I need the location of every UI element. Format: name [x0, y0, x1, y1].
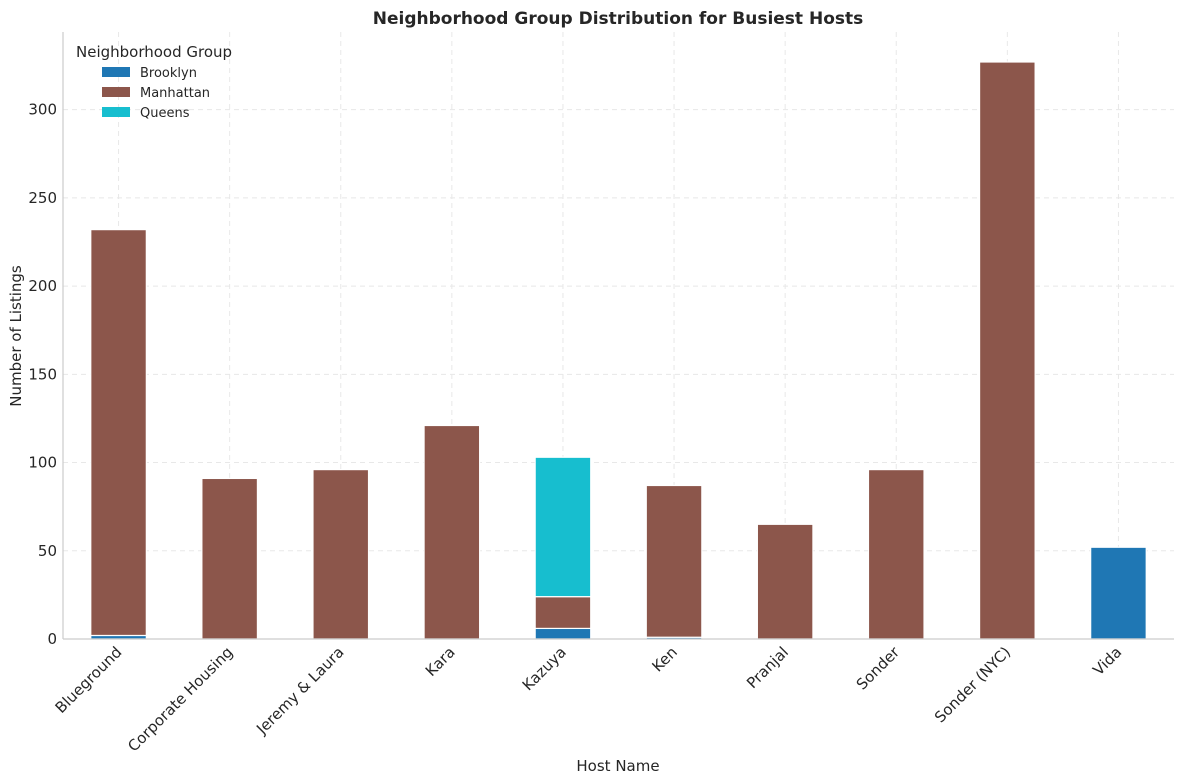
x-axis-label: Host Name: [576, 757, 659, 775]
bar-manhattan-4: [534, 596, 592, 630]
bar-manhattan-3: [423, 424, 481, 640]
x-tick-label: Vida: [1089, 643, 1125, 679]
legend-label-manhattan: Manhattan: [140, 86, 210, 101]
legend-items: Brooklyn Manhattan Queens: [102, 66, 210, 121]
bar-manhattan-0: [90, 229, 147, 637]
x-tick-label: Sonder: [853, 643, 904, 694]
y-tick-labels: 0 50 100 150 200 250 300: [28, 101, 57, 648]
x-tick-label: Blueground: [52, 643, 126, 717]
legend-swatch-brooklyn: [102, 67, 130, 77]
y-tick-label: 50: [38, 542, 57, 560]
y-tick-label: 300: [28, 101, 57, 119]
x-tick-label: Sonder (NYC): [931, 643, 1014, 726]
x-tick-label: Kazuya: [519, 643, 570, 694]
bar-manhattan-8: [978, 61, 1036, 640]
legend-label-queens: Queens: [140, 106, 190, 121]
bar-brooklyn-4: [534, 627, 592, 640]
x-tick-label: Ken: [648, 643, 680, 675]
bar-brooklyn-9: [1090, 546, 1147, 640]
bar-queens-4: [534, 456, 592, 598]
bars-layer: [90, 61, 1147, 640]
x-tick-label: Kara: [422, 643, 459, 680]
legend-label-brooklyn: Brooklyn: [140, 66, 197, 81]
x-tick-label: Pranjal: [743, 643, 792, 692]
legend-swatch-manhattan: [102, 87, 130, 97]
bar-manhattan-6: [756, 523, 814, 640]
y-tick-label: 150: [28, 365, 57, 383]
y-tick-label: 200: [28, 277, 57, 295]
legend-swatch-queens: [102, 107, 130, 117]
bar-manhattan-7: [867, 469, 925, 640]
chart-title: Neighborhood Group Distribution for Busi…: [373, 9, 864, 29]
bar-manhattan-5: [645, 484, 703, 638]
bar-manhattan-1: [201, 477, 259, 640]
legend-title: Neighborhood Group: [76, 43, 232, 61]
y-tick-label: 250: [28, 189, 57, 207]
x-tick-label: Jeremy & Laura: [252, 643, 347, 738]
y-axis-label: Number of Listings: [7, 265, 25, 407]
legend: Neighborhood Group Brooklyn Manhattan Quee…: [76, 43, 232, 121]
x-tick-label: Corporate Housing: [124, 643, 236, 755]
y-tick-label: 100: [28, 454, 57, 472]
y-tick-label: 0: [47, 630, 57, 648]
bar-manhattan-2: [312, 469, 370, 640]
